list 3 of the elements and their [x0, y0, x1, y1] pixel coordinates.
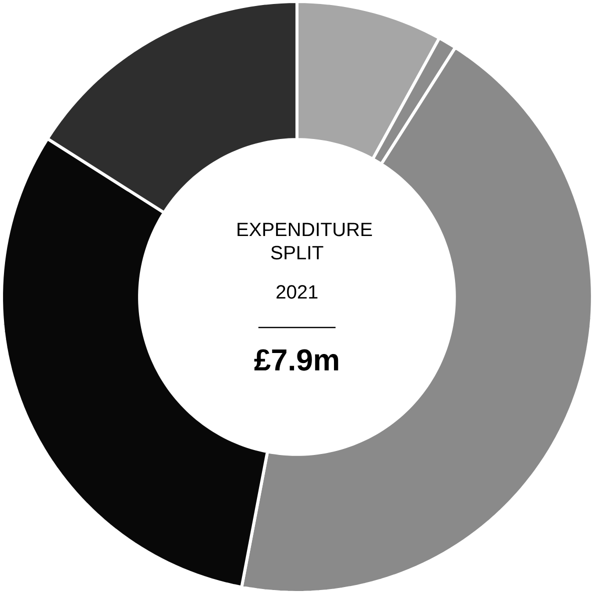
text: 2021	[276, 285, 318, 299]
text: £7.9m	[254, 349, 338, 371]
text: EXPENDITURE SPLIT	[238, 222, 372, 260]
